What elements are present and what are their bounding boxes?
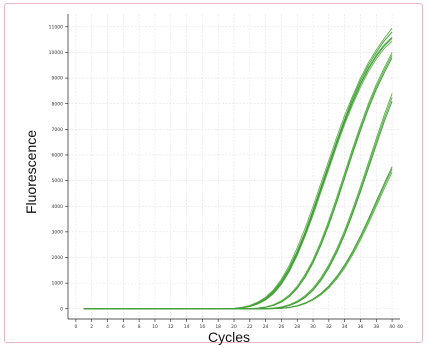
y-tick-label: 10000	[49, 50, 63, 56]
x-tick-label: 26	[279, 324, 285, 330]
x-tick-label: 12	[168, 324, 174, 330]
y-tick-label: 7000	[52, 127, 64, 133]
x-tick-label: 24	[263, 324, 269, 330]
x-tick-label: 10	[152, 324, 158, 330]
curves	[83, 27, 393, 310]
chart-frame	[4, 3, 423, 343]
x-tick-label: 28	[294, 324, 300, 330]
x-tick-label: 36	[358, 324, 364, 330]
x-tick-label: 40	[397, 324, 403, 330]
amplification-curve	[83, 171, 393, 310]
x-tick-label: 4	[106, 324, 109, 330]
amplification-curve	[83, 166, 393, 310]
x-tick-label: 2	[90, 324, 93, 330]
x-tick-label: 16	[200, 324, 206, 330]
y-tick-label: 2000	[52, 255, 64, 261]
grid	[68, 14, 400, 319]
y-axis-title: Fluorescence	[23, 130, 39, 214]
amplification-curve	[83, 97, 393, 310]
y-tick-label: 6000	[52, 153, 64, 159]
x-tick-label: 18	[215, 324, 221, 330]
y-tick-label: 3000	[52, 229, 64, 235]
amplification-curve	[83, 93, 393, 310]
x-tick-label: 8	[138, 324, 141, 330]
y-tick-label: 1000	[52, 281, 64, 287]
x-tick-label: 6	[122, 324, 125, 330]
x-tick-label: 38	[373, 324, 379, 330]
x-tick-label: 30	[310, 324, 316, 330]
x-tick-label: 14	[184, 324, 190, 330]
x-tick-label: 34	[342, 324, 348, 330]
x-tick-label: 22	[247, 324, 253, 330]
y-tick-label: 0	[60, 306, 63, 312]
y-tick-label: 9000	[52, 76, 64, 82]
y-tick-label: 5000	[52, 178, 64, 184]
y-tick-label: 11000	[49, 24, 63, 30]
x-axis-title: Cycles	[208, 329, 250, 345]
ticks: 0 2 4 6 8 10 12 14 16 18 20 22 24 26 28 30 32 34 36 38 40 400…	[49, 24, 403, 330]
amplification-curve	[83, 57, 393, 310]
x-tick-label: 40	[389, 324, 395, 330]
amplification-curve	[83, 54, 393, 310]
amplification-curve	[83, 100, 393, 310]
x-tick-label: 32	[326, 324, 332, 330]
y-tick-label: 8000	[52, 101, 64, 107]
y-tick-label: 4000	[52, 204, 64, 210]
x-tick-label: 0	[74, 324, 77, 330]
amplification-curve	[83, 168, 393, 310]
x-tick-label: 20	[231, 324, 237, 330]
